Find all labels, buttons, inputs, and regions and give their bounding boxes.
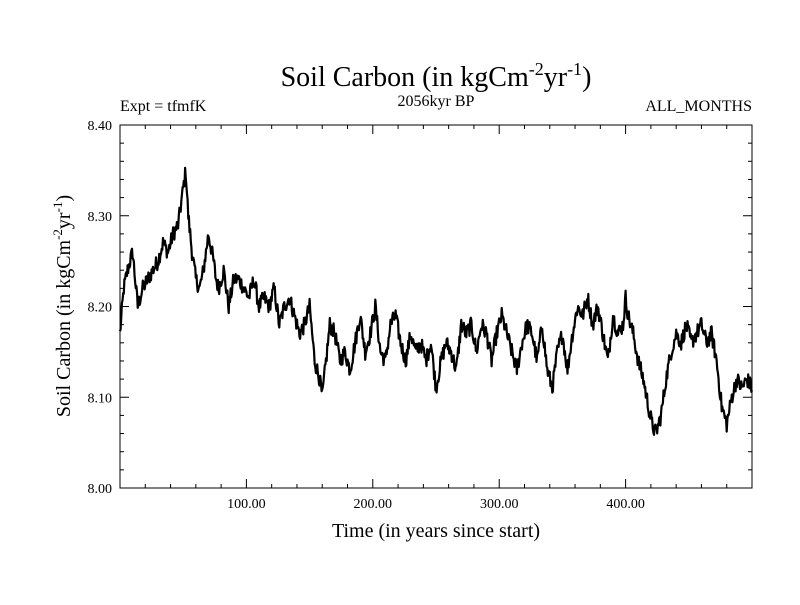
axis-ticks: 100.00 200.00 300.00 400.00 8.00 8.10 8.20 8.30… bbox=[88, 119, 752, 512]
x-tick-label: 300.00 bbox=[480, 497, 519, 512]
x-tick-label: 400.00 bbox=[606, 497, 645, 512]
y-tick-label: 8.40 bbox=[88, 119, 113, 134]
subtitle-period: 2056kyr BP bbox=[398, 93, 475, 110]
y-axis-label: Soil Carbon (in kgCm-2yr-1) bbox=[50, 195, 75, 417]
x-tick-label: 100.00 bbox=[227, 497, 266, 512]
y-tick-label: 8.10 bbox=[88, 391, 113, 406]
y-tick-label: 8.00 bbox=[88, 482, 113, 497]
series-line-soil-carbon bbox=[118, 166, 754, 436]
x-axis-label: Time (in years since start) bbox=[332, 520, 540, 542]
subtitle-experiment: Expt = tfmfK bbox=[120, 98, 207, 115]
chart-title: Soil Carbon (in kgCm-2yr-1) bbox=[281, 59, 592, 93]
x-tick-label: 200.00 bbox=[354, 497, 393, 512]
y-tick-label: 8.30 bbox=[88, 210, 113, 225]
y-tick-label: 8.20 bbox=[88, 301, 113, 316]
subtitle-months: ALL_MONTHS bbox=[645, 98, 752, 115]
